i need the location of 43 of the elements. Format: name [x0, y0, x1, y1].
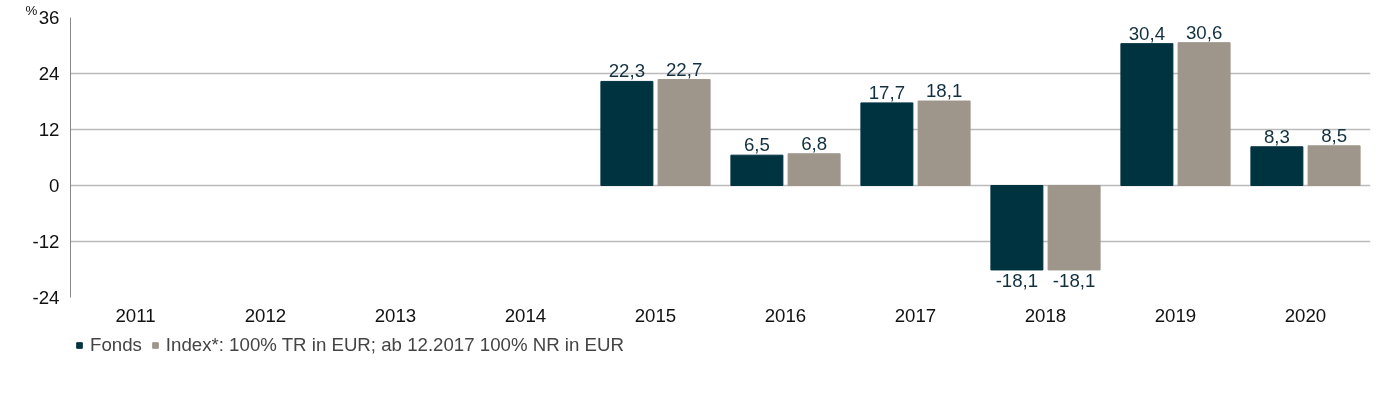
y-tick-label: 36	[38, 7, 60, 28]
bar	[787, 153, 841, 186]
y-tick-label: 24	[38, 63, 60, 84]
bar	[730, 154, 784, 186]
data-label: 8,5	[1321, 124, 1348, 146]
data-label: 8,3	[1263, 125, 1290, 147]
data-label: -18,1	[995, 269, 1039, 291]
y-axis-title: %	[25, 2, 38, 18]
bar	[1307, 145, 1361, 186]
x-tick-label: 2018	[1024, 304, 1067, 326]
x-tick-label: 2012	[244, 304, 287, 326]
legend-label: Index*: 100% TR in EUR; ab 12.2017 100% NR in EUR	[165, 334, 624, 356]
bar	[1047, 185, 1101, 271]
bar	[860, 102, 914, 186]
x-tick-label: 2016	[764, 304, 807, 326]
data-label: 17,7	[868, 81, 906, 103]
x-tick-label: 2020	[1284, 304, 1327, 326]
data-label: -18,1	[1052, 269, 1096, 291]
bar	[1177, 42, 1231, 186]
data-label: 22,3	[608, 60, 646, 82]
data-label: 30,6	[1185, 21, 1223, 43]
bar	[657, 79, 711, 186]
data-label: 18,1	[925, 80, 963, 102]
x-tick-label: 2011	[115, 304, 156, 326]
legend-label: Fonds	[90, 334, 142, 356]
y-tick-label: -12	[32, 231, 60, 252]
bar	[1250, 146, 1304, 186]
data-label: 30,4	[1128, 22, 1166, 44]
data-label: 6,5	[743, 134, 770, 156]
x-tick-label: 2013	[374, 304, 417, 326]
bar	[1120, 43, 1174, 186]
bar	[990, 185, 1044, 271]
data-label: 22,7	[665, 58, 703, 80]
data-label: 6,8	[801, 132, 828, 154]
bar	[917, 100, 971, 186]
y-tick-label: 0	[49, 175, 60, 196]
y-tick-label: 12	[38, 119, 60, 140]
x-tick-label: 2017	[894, 304, 937, 326]
bar	[600, 80, 654, 186]
x-tick-label: 2015	[634, 304, 677, 326]
x-tick-label: 2014	[504, 304, 547, 326]
x-tick-label: 2019	[1154, 304, 1197, 326]
y-tick-label: -24	[32, 287, 60, 308]
